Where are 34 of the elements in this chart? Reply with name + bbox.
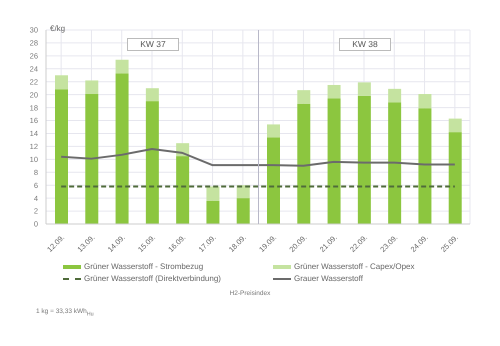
bar	[358, 82, 371, 96]
bar	[116, 60, 129, 74]
bar	[388, 102, 402, 224]
bar	[146, 88, 159, 102]
legend-label: Grüner Wasserstoff (Direktverbindung)	[84, 274, 221, 283]
bar	[418, 94, 432, 108]
legend-label: Grüner Wasserstoff - Capex/Opex	[294, 262, 414, 271]
bar	[328, 98, 341, 224]
bar	[418, 108, 432, 224]
bar	[55, 75, 68, 90]
bar	[448, 118, 462, 132]
bar	[388, 88, 402, 102]
bar	[206, 186, 220, 201]
bar	[448, 132, 462, 224]
legend-label: Grauer Wasserstoff	[294, 274, 363, 283]
bar	[297, 90, 310, 104]
line-series	[60, 148, 456, 167]
bar	[116, 73, 129, 224]
bar	[358, 96, 371, 224]
bar	[267, 137, 280, 224]
bar	[236, 198, 250, 224]
bar	[85, 94, 98, 224]
bar	[328, 84, 341, 99]
legend-label: Grüner Wasserstoff - Strombezug	[84, 262, 204, 271]
bar	[176, 156, 190, 224]
y-axis-title: €/kg	[50, 24, 66, 33]
bar	[297, 104, 310, 224]
bar	[267, 124, 280, 138]
bar	[55, 89, 68, 224]
bar	[85, 80, 98, 94]
bar	[146, 101, 159, 224]
annotation: KW 37	[127, 38, 179, 51]
bar	[206, 200, 220, 224]
annotation: KW 38	[339, 38, 391, 51]
